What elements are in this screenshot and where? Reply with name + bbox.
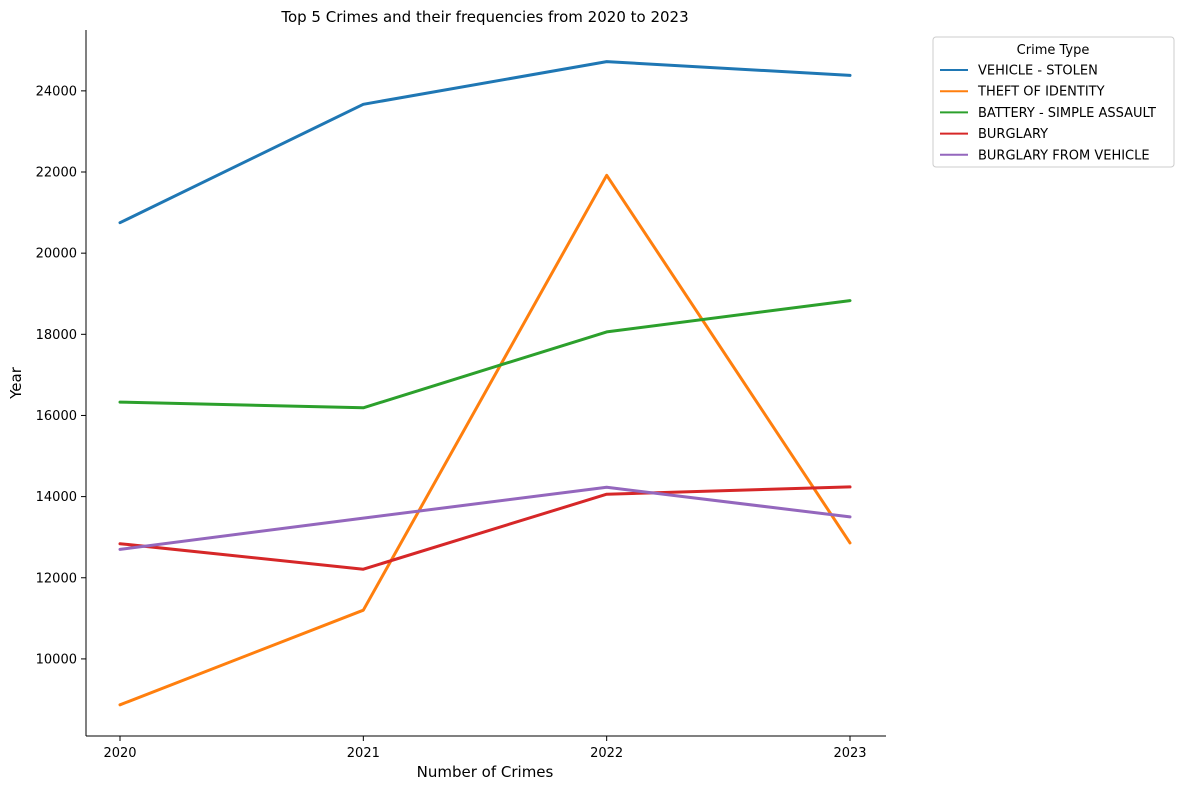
series-lines <box>118 60 852 707</box>
x-tick-label: 2022 <box>590 746 623 761</box>
y-tick-label: 16000 <box>36 409 77 424</box>
axes <box>85 30 886 737</box>
legend-label: BURGLARY FROM VEHICLE <box>978 148 1150 163</box>
y-tick-label: 18000 <box>36 328 77 343</box>
y-tick-label: 14000 <box>36 490 77 505</box>
series-line-4 <box>118 485 852 551</box>
series-line-0 <box>118 60 852 225</box>
series-line-1 <box>118 173 852 707</box>
x-tick-label: 2023 <box>833 746 866 761</box>
legend-label: THEFT OF IDENTITY <box>977 85 1105 100</box>
chart-title: Top 5 Crimes and their frequencies from … <box>280 8 688 26</box>
y-tick-label: 20000 <box>36 247 77 262</box>
x-tick-label: 2020 <box>103 746 136 761</box>
y-tick-label: 22000 <box>36 166 77 181</box>
series-line-3 <box>118 485 852 571</box>
legend-label: VEHICLE - STOLEN <box>978 64 1098 79</box>
x-ticks: 2020 2021 2022 2023 <box>103 736 867 761</box>
y-tick-label: 12000 <box>36 571 77 586</box>
x-tick-label: 2021 <box>347 746 380 761</box>
legend-title: Crime Type <box>1017 43 1090 58</box>
legend-frame <box>932 36 1175 168</box>
series-line-2 <box>118 299 852 410</box>
legend: Crime Type VEHICLE - STOLEN THEFT OF IDEN… <box>932 36 1175 168</box>
y-tick-label: 24000 <box>36 84 77 99</box>
x-axis-label: Number of Crimes <box>417 763 554 781</box>
y-axis-label: Year <box>7 366 25 400</box>
y-tick-label: 10000 <box>36 652 77 667</box>
y-ticks: 10000 12000 14000 16000 18000 20000 22000 24000 <box>36 84 86 667</box>
legend-label: BATTERY - SIMPLE ASSAULT <box>978 106 1156 121</box>
legend-items: VEHICLE - STOLEN THEFT OF IDENTITY BATTERY… <box>940 64 1156 163</box>
legend-label: BURGLARY <box>978 127 1048 142</box>
